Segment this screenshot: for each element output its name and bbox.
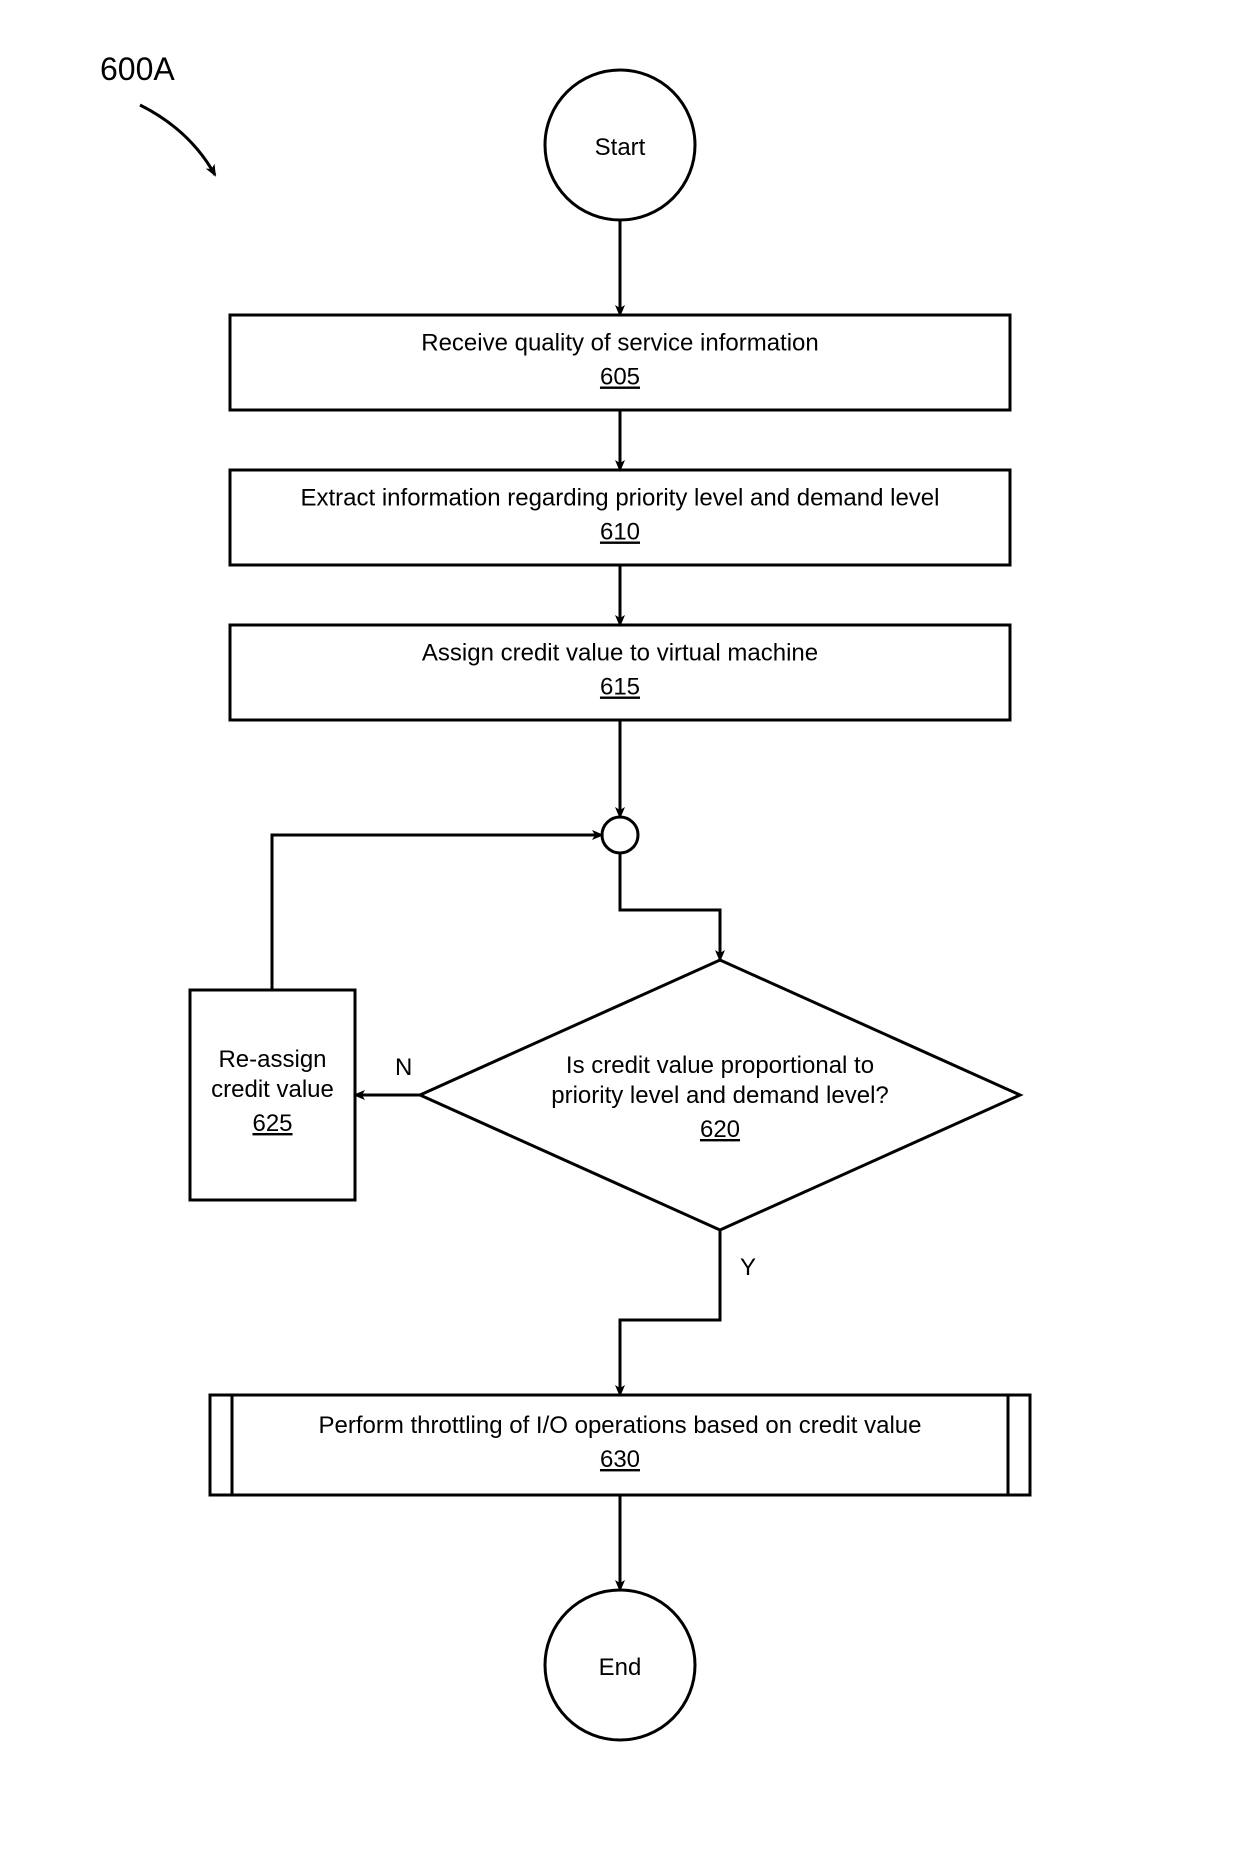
svg-text:End: End [599, 1654, 642, 1681]
svg-text:Extract information regarding: Extract information regarding priority l… [301, 485, 940, 512]
edge-label: Y [740, 1254, 756, 1281]
svg-text:Re-assign: Re-assign [218, 1046, 326, 1073]
svg-text:Is credit value proportional t: Is credit value proportional to [566, 1052, 874, 1079]
edge-label: N [395, 1054, 412, 1081]
svg-text:priority level and demand leve: priority level and demand level? [551, 1082, 889, 1109]
svg-text:630: 630 [600, 1446, 640, 1473]
svg-text:605: 605 [600, 364, 640, 391]
svg-text:625: 625 [252, 1110, 292, 1137]
figure-label: 600A [100, 51, 175, 87]
svg-text:Start: Start [595, 134, 646, 161]
svg-text:610: 610 [600, 519, 640, 546]
svg-text:615: 615 [600, 674, 640, 701]
svg-text:Assign credit value to virtual: Assign credit value to virtual machine [422, 640, 818, 667]
svg-text:Perform throttling of I/O oper: Perform throttling of I/O operations bas… [319, 1412, 922, 1439]
svg-text:620: 620 [700, 1116, 740, 1143]
svg-text:credit value: credit value [211, 1076, 334, 1103]
flowchart-canvas: 600A Start Receive quality of service info… [0, 0, 1240, 1849]
svg-text:Receive quality of service inf: Receive quality of service information [421, 330, 819, 357]
